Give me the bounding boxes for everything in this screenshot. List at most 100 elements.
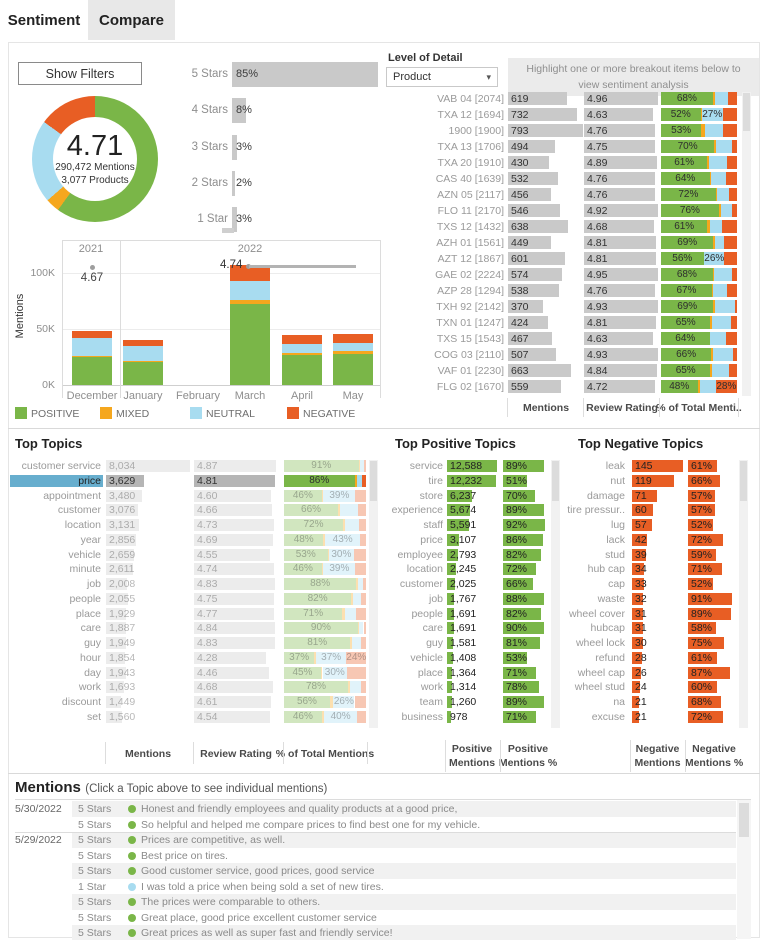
product-mentions-bar[interactable] xyxy=(508,204,560,217)
negative-topic-mentions-bar[interactable] xyxy=(632,519,652,531)
product-mentions-bar[interactable] xyxy=(508,236,551,249)
topic-rating-bar[interactable] xyxy=(194,696,272,708)
positive-topic-mentions-bar[interactable] xyxy=(447,681,453,694)
positive-topic-mentions-bar[interactable] xyxy=(447,651,453,664)
negative-topic-mentions-bar[interactable] xyxy=(632,489,657,502)
topic-sentiment-segment[interactable] xyxy=(343,519,345,531)
product-sentiment-segment[interactable] xyxy=(700,108,702,121)
negative-topic-pct-bar[interactable] xyxy=(688,489,716,502)
product-sentiment-segment[interactable] xyxy=(732,140,737,153)
product-sentiment-segment[interactable] xyxy=(661,220,708,233)
product-rating-bar[interactable] xyxy=(584,188,656,201)
product-sentiment-segment[interactable] xyxy=(701,124,706,137)
product-mentions-bar[interactable] xyxy=(508,92,567,105)
product-mentions-bar[interactable] xyxy=(508,108,578,121)
negative-topic-mentions-bar[interactable] xyxy=(632,622,643,635)
positive-topic-mentions-bar[interactable] xyxy=(447,504,470,517)
positive-topic-row-label[interactable]: guy xyxy=(426,637,443,649)
topic-mentions-bar[interactable] xyxy=(106,622,126,635)
product-sentiment-segment[interactable] xyxy=(707,156,709,169)
topic-sentiment-segment[interactable] xyxy=(357,474,362,487)
product-sentiment-segment[interactable] xyxy=(661,300,714,313)
topic-sentiment-segment[interactable] xyxy=(349,681,362,694)
month-stack-segment[interactable] xyxy=(72,357,112,385)
topic-mentions-bar[interactable] xyxy=(106,710,123,723)
product-mentions-bar[interactable] xyxy=(508,172,559,185)
positive-topic-mentions-bar[interactable] xyxy=(447,637,454,649)
positive-topic-mentions-bar[interactable] xyxy=(447,607,454,620)
product-sentiment-segment[interactable] xyxy=(726,172,737,185)
product-sentiment-segment[interactable] xyxy=(708,156,728,169)
positive-topic-pct-bar[interactable] xyxy=(503,533,543,546)
product-sentiment-segment[interactable] xyxy=(722,124,737,137)
negative-topic-mentions-bar[interactable] xyxy=(632,637,643,649)
negative-topic-mentions-bar[interactable] xyxy=(632,710,640,723)
product-sentiment-segment[interactable] xyxy=(661,284,712,297)
month-stack-segment[interactable] xyxy=(333,333,373,343)
product-sentiment-segment[interactable] xyxy=(661,380,698,393)
topic-sentiment-segment[interactable] xyxy=(284,681,348,694)
mention-text[interactable]: So helpful and helped me compare prices … xyxy=(141,818,481,831)
topic-sentiment-segment[interactable] xyxy=(284,637,351,649)
positive-topic-pct-bar[interactable] xyxy=(503,474,527,487)
topic-mentions-bar[interactable] xyxy=(106,578,127,590)
topic-sentiment-segment[interactable] xyxy=(320,666,323,679)
tab-compare[interactable]: Compare xyxy=(88,0,175,40)
product-row-label[interactable]: TXA 12 [1694] xyxy=(437,109,504,121)
topic-mentions-bar[interactable] xyxy=(106,592,128,605)
positive-topic-mentions-bar[interactable] xyxy=(447,578,455,590)
topic-rating-bar[interactable] xyxy=(194,710,271,723)
product-scrollbar-thumb[interactable] xyxy=(743,93,750,131)
mentions-scrollbar-thumb[interactable] xyxy=(739,803,749,837)
product-row-label[interactable]: TXA 20 [1910] xyxy=(437,157,504,169)
topic-sentiment-segment[interactable] xyxy=(284,651,315,664)
topic-sentiment-segment[interactable] xyxy=(323,533,325,546)
topic-sentiment-segment[interactable] xyxy=(357,622,360,635)
product-mentions-bar[interactable] xyxy=(508,156,549,169)
topic-mentions-bar[interactable] xyxy=(106,504,139,517)
product-rating-bar[interactable] xyxy=(584,108,654,121)
product-rating-bar[interactable] xyxy=(584,124,656,137)
product-sentiment-segment[interactable] xyxy=(717,188,730,201)
topic-sentiment-segment[interactable] xyxy=(357,504,366,517)
topic-sentiment-segment[interactable] xyxy=(284,548,328,561)
product-row-label[interactable]: TXS 15 [1543] xyxy=(436,333,504,345)
product-sentiment-segment[interactable] xyxy=(714,140,716,153)
topic-rating-bar[interactable] xyxy=(194,622,276,635)
topic-row-label[interactable]: discount xyxy=(61,696,101,708)
product-sentiment-segment[interactable] xyxy=(713,236,715,249)
positive-topic-mentions-bar[interactable] xyxy=(447,489,472,502)
product-row-label[interactable]: TXA 13 [1706] xyxy=(437,141,504,153)
positive-topic-row-label[interactable]: team xyxy=(419,696,443,708)
product-sentiment-segment[interactable] xyxy=(661,348,712,361)
mention-text[interactable]: Great prices as well as super fast and f… xyxy=(141,927,393,939)
negative-topic-pct-bar[interactable] xyxy=(688,504,716,517)
positive-topic-pct-bar[interactable] xyxy=(503,681,539,694)
product-rating-bar[interactable] xyxy=(584,348,658,361)
negative-topic-pct-bar[interactable] xyxy=(688,666,730,679)
topic-row-label[interactable]: day xyxy=(84,666,101,679)
topic-sentiment-segment[interactable] xyxy=(314,651,316,664)
negative-topic-mentions-bar[interactable] xyxy=(632,474,674,487)
product-rating-bar[interactable] xyxy=(584,380,655,393)
negative-topic-pct-bar[interactable] xyxy=(688,592,732,605)
month-stack-segment[interactable] xyxy=(230,280,270,300)
topic-sentiment-segment[interactable] xyxy=(348,681,350,694)
topic-sentiment-segment[interactable] xyxy=(346,651,366,664)
product-mentions-bar[interactable] xyxy=(508,316,549,329)
product-sentiment-segment[interactable] xyxy=(710,364,712,377)
topic-row-label[interactable]: customer service xyxy=(21,460,101,472)
positive-topic-pct-bar[interactable] xyxy=(503,696,544,708)
topic-mentions-bar[interactable] xyxy=(106,474,144,487)
topic-sentiment-segment[interactable] xyxy=(323,489,356,502)
month-stack-segment[interactable] xyxy=(282,352,322,355)
negative-topic-pct-bar[interactable] xyxy=(688,474,720,487)
product-mentions-bar[interactable] xyxy=(508,380,561,393)
topic-sentiment-segment[interactable] xyxy=(284,474,355,487)
negative-topic-pct-bar[interactable] xyxy=(688,696,721,708)
negative-topic-pct-bar[interactable] xyxy=(688,710,723,723)
topic-rating-bar[interactable] xyxy=(194,489,272,502)
product-sentiment-segment[interactable] xyxy=(711,172,727,185)
topic-mentions-bar[interactable] xyxy=(106,651,126,664)
topic-sentiment-segment[interactable] xyxy=(358,519,366,531)
